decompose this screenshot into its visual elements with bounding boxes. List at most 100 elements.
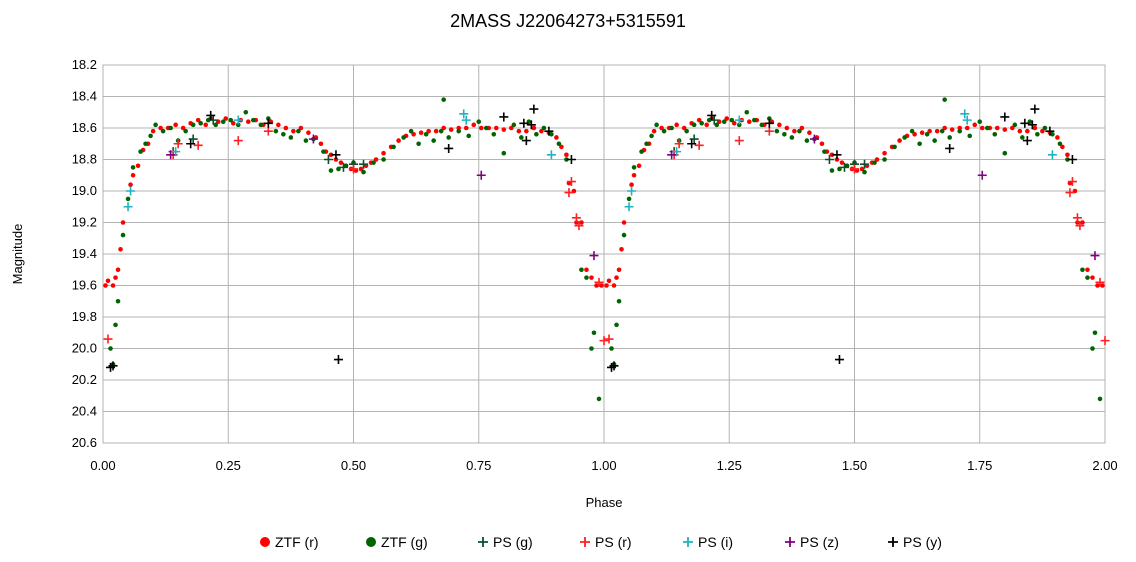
y-tick-label: 19.8 bbox=[72, 309, 97, 324]
data-point bbox=[190, 122, 196, 128]
data-point bbox=[526, 120, 536, 130]
data-point bbox=[373, 157, 379, 162]
data-point bbox=[945, 143, 955, 153]
y-tick-label: 20.6 bbox=[72, 435, 97, 450]
data-point bbox=[1075, 220, 1080, 225]
data-point bbox=[1042, 125, 1048, 131]
data-point bbox=[396, 138, 401, 143]
data-point bbox=[874, 157, 880, 162]
data-point bbox=[183, 128, 188, 134]
data-point bbox=[591, 330, 597, 336]
data-point bbox=[939, 128, 945, 134]
data-point bbox=[616, 267, 622, 273]
data-point bbox=[228, 117, 234, 123]
data-point bbox=[616, 298, 622, 304]
data-point bbox=[108, 361, 118, 371]
data-point bbox=[153, 122, 158, 128]
data-point bbox=[609, 361, 619, 371]
data-point bbox=[659, 125, 664, 131]
data-point bbox=[962, 115, 972, 125]
data-point bbox=[574, 221, 584, 231]
data-point bbox=[789, 135, 795, 140]
data-point bbox=[824, 155, 834, 164]
legend-marker bbox=[580, 537, 590, 547]
data-point bbox=[113, 322, 118, 328]
data-point bbox=[438, 128, 444, 134]
data-point bbox=[371, 160, 376, 165]
chart-title: 2MASS J22064273+5315591 bbox=[450, 11, 686, 31]
data-point bbox=[556, 141, 562, 147]
y-axis-label: Magnitude bbox=[10, 224, 25, 285]
data-point bbox=[774, 128, 780, 134]
data-point bbox=[639, 149, 644, 154]
data-point bbox=[478, 125, 484, 131]
data-point bbox=[644, 141, 649, 147]
data-point bbox=[1010, 125, 1015, 131]
data-point bbox=[115, 267, 121, 273]
data-point bbox=[1065, 157, 1070, 162]
data-point bbox=[797, 128, 802, 134]
data-point bbox=[459, 109, 469, 119]
data-point bbox=[338, 162, 348, 172]
data-point bbox=[832, 150, 842, 160]
data-point bbox=[441, 97, 446, 102]
data-point bbox=[694, 140, 704, 150]
data-point bbox=[1027, 120, 1037, 130]
data-point bbox=[1060, 144, 1065, 150]
legend-marker bbox=[366, 537, 376, 547]
data-point bbox=[288, 135, 294, 140]
data-point bbox=[213, 122, 219, 128]
data-point bbox=[308, 134, 318, 144]
data-point bbox=[359, 159, 369, 169]
data-point bbox=[902, 135, 907, 140]
data-point bbox=[120, 232, 126, 238]
data-point bbox=[463, 125, 469, 131]
data-point bbox=[349, 164, 358, 174]
data-point bbox=[957, 128, 963, 134]
data-point bbox=[1057, 141, 1063, 147]
x-tick-label: 1.75 bbox=[967, 458, 992, 473]
data-point bbox=[691, 122, 697, 128]
data-point bbox=[471, 122, 477, 128]
data-point bbox=[391, 144, 396, 150]
data-point bbox=[614, 275, 619, 280]
data-point bbox=[882, 157, 887, 162]
data-point bbox=[448, 127, 454, 132]
data-point bbox=[1035, 132, 1040, 137]
data-point bbox=[584, 267, 589, 273]
data-point bbox=[198, 120, 203, 126]
data-point bbox=[744, 109, 750, 115]
data-point bbox=[972, 122, 978, 128]
data-point bbox=[130, 172, 136, 178]
data-point bbox=[669, 125, 674, 131]
data-point bbox=[729, 117, 735, 123]
data-point bbox=[1047, 150, 1057, 160]
data-point bbox=[208, 115, 218, 125]
data-point bbox=[897, 138, 902, 143]
data-point bbox=[731, 120, 737, 126]
data-point bbox=[606, 278, 612, 284]
data-point bbox=[977, 170, 987, 180]
data-point bbox=[519, 135, 524, 140]
data-point bbox=[984, 125, 990, 131]
data-point bbox=[243, 109, 249, 115]
data-point bbox=[1080, 267, 1085, 273]
data-point bbox=[672, 147, 682, 157]
data-points bbox=[103, 97, 1110, 402]
data-point bbox=[777, 122, 782, 128]
legend-label: PS (z) bbox=[800, 534, 839, 550]
data-point bbox=[1095, 277, 1105, 287]
data-point bbox=[559, 144, 564, 150]
data-point bbox=[734, 115, 744, 125]
data-point bbox=[649, 133, 654, 139]
data-point bbox=[166, 150, 176, 160]
data-point bbox=[521, 136, 531, 146]
data-point bbox=[609, 346, 614, 351]
data-point bbox=[331, 150, 341, 160]
x-tick-label: 2.00 bbox=[1092, 458, 1117, 473]
legend-label: PS (r) bbox=[595, 534, 632, 550]
data-point bbox=[541, 125, 547, 131]
data-point bbox=[674, 122, 679, 128]
data-point bbox=[661, 128, 667, 134]
